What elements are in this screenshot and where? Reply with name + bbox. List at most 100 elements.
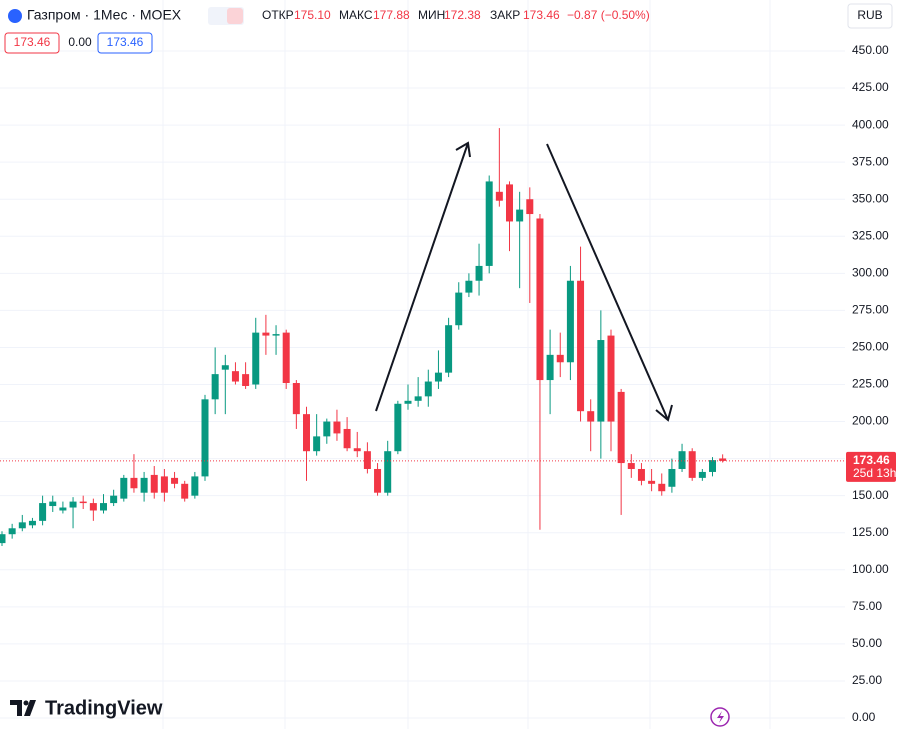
buy-tag[interactable] (97, 32, 153, 54)
candle-body (333, 421, 341, 434)
candle-body (627, 463, 635, 469)
candle-body (282, 332, 290, 384)
candle-body (546, 354, 554, 381)
y-tick-label: 100.00 (852, 562, 889, 576)
candle-body (414, 396, 422, 401)
candle-body (181, 483, 189, 499)
open-value: 175.10 (294, 8, 331, 22)
y-tick-label: 425.00 (852, 80, 889, 94)
candle-body (100, 503, 107, 511)
buy-price: 173.46 (107, 35, 144, 49)
candle-body (171, 477, 179, 484)
y-tick-label: 200.00 (852, 414, 889, 428)
compare-button[interactable] (227, 8, 243, 24)
candle-body (648, 480, 656, 484)
candle-body (140, 477, 148, 493)
brand-logo-dot (23, 700, 29, 706)
symbol-icon (8, 9, 22, 23)
candle-body (363, 451, 371, 469)
candle-body (191, 476, 199, 496)
candle-body (516, 209, 524, 222)
y-tick-label: 150.00 (852, 488, 889, 502)
candle-body (201, 399, 209, 477)
candle-body (495, 191, 503, 201)
plot (0, 128, 845, 547)
currency-button[interactable] (847, 3, 893, 29)
candle-body (698, 471, 706, 478)
candle-body (404, 400, 412, 404)
y-tick-label: 275.00 (852, 303, 889, 317)
candle-body (485, 181, 493, 266)
arrow-up (375, 141, 471, 412)
last-price-label: 173.46 (853, 453, 890, 467)
sell-price: 173.46 (14, 35, 51, 49)
candle-body (526, 199, 534, 215)
candle-body (374, 468, 382, 493)
close-label: ЗАКР (490, 8, 520, 22)
candle-body (384, 451, 392, 493)
candle-body (719, 458, 727, 461)
candle-body (242, 374, 250, 386)
grid (0, 50, 845, 719)
candle-body (424, 381, 432, 397)
y-tick-label: 350.00 (852, 191, 889, 205)
open-label: ОТКР (262, 8, 294, 22)
candle-body (59, 507, 67, 511)
y-tick-label: 325.00 (852, 228, 889, 242)
candle-body (18, 522, 26, 529)
candle-body (658, 483, 666, 492)
candle-body (434, 372, 442, 382)
symbol: Газпром · 1Мес · MOEX (27, 7, 182, 23)
candle-body (536, 218, 544, 381)
candle-body (252, 332, 260, 385)
candle-body (120, 477, 128, 499)
candle-body (709, 460, 716, 472)
candle-body (150, 474, 158, 493)
sell-tag[interactable] (4, 32, 60, 54)
brand: TradingView (10, 697, 730, 727)
candle-body (231, 371, 239, 382)
y-tick-label: 300.00 (852, 266, 889, 280)
y-tick-label: 225.00 (852, 377, 889, 391)
candle-body (303, 414, 310, 452)
candle-body (292, 383, 300, 415)
candle-body (39, 503, 47, 521)
close-value: 173.46 (523, 8, 560, 22)
candle-body (89, 503, 97, 511)
candle-body (8, 528, 16, 535)
candle-body (211, 374, 219, 400)
alert-bolt (717, 711, 724, 723)
candle-body (637, 468, 645, 481)
arrow-down (546, 143, 673, 422)
candle-body (445, 325, 453, 373)
y-axis: 0.0025.0050.0075.00100.00125.00150.00175… (846, 43, 896, 724)
candle-body (617, 391, 625, 464)
high-value: 177.88 (373, 8, 410, 22)
y-tick-label: 400.00 (852, 117, 889, 131)
candle-body (566, 280, 574, 363)
low-label: МИН (418, 8, 445, 22)
y-tick-label: 250.00 (852, 340, 889, 354)
candle-body (597, 340, 605, 422)
high-label: МАКС (339, 8, 373, 22)
candle-body (577, 280, 585, 412)
candle-body (49, 501, 57, 507)
candle-body (556, 354, 564, 363)
candle-body (607, 335, 615, 422)
candle-body (160, 476, 168, 493)
header: Газпром · 1Мес · MOEX ОТКР 175.10 МАКС 1… (4, 3, 893, 54)
low-value: 172.38 (444, 8, 481, 22)
candle-body (506, 184, 513, 222)
y-tick-label: 50.00 (852, 636, 882, 650)
candle-body (465, 280, 473, 293)
candle-body (587, 411, 595, 422)
brand-name: TradingView (45, 697, 163, 719)
candle-body (28, 520, 36, 526)
candle-body (455, 292, 463, 326)
alert-icon[interactable] (710, 707, 730, 727)
y-tick-label: 75.00 (852, 599, 882, 613)
candle-body (0, 534, 6, 544)
change-value: −0.87 (−0.50%) (567, 8, 650, 22)
vertical-grid (162, 0, 771, 729)
candle-body (323, 421, 331, 437)
